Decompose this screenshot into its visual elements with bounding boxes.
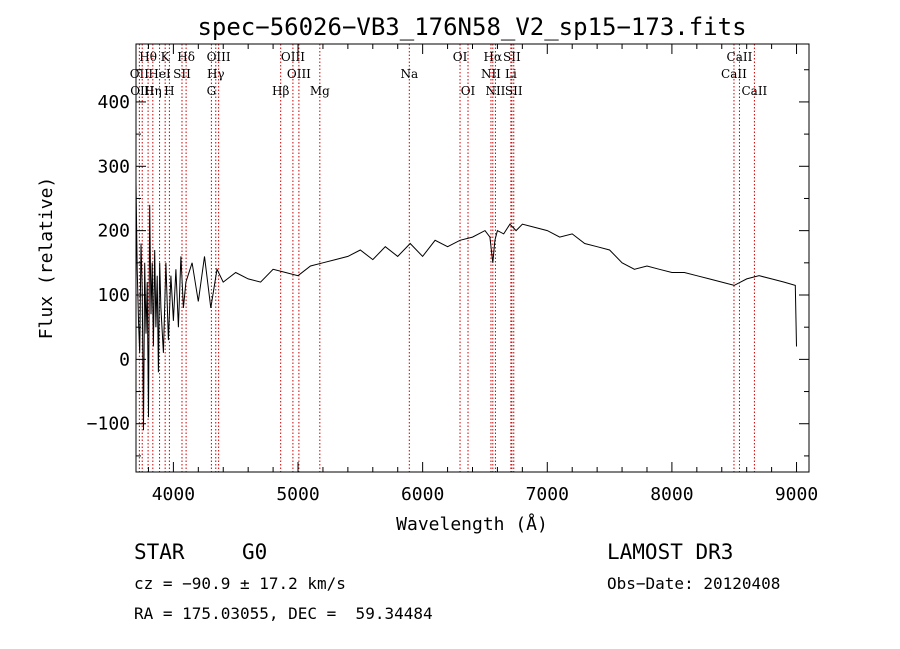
- y-tick-label: 200: [97, 221, 130, 242]
- spectral-line-label: Na: [400, 67, 418, 81]
- x-tick-label: 9000: [775, 484, 818, 505]
- y-tick-label: 400: [97, 92, 130, 113]
- x-tick-label: 8000: [650, 484, 693, 505]
- x-axis-ticks: 4000 5000 6000 7000 8000 9000: [147, 44, 818, 505]
- chart-title: spec−56026−VB3_176N58_V2_sp15−173.fits: [197, 13, 746, 41]
- spectral-line-label: OIII: [287, 67, 311, 81]
- spectral-line-label: OIII: [281, 50, 305, 64]
- coordinates: RA = 175.03055, DEC = 59.34484: [134, 604, 433, 623]
- spectral-line-label: OI: [453, 50, 468, 64]
- spectral-line-label: Hβ: [272, 84, 289, 98]
- flux-line: [135, 182, 797, 431]
- x-tick-label: 4000: [152, 484, 195, 505]
- spectral-line-label: CaII: [741, 84, 767, 98]
- spectral-line-label: NII: [481, 67, 501, 81]
- object-subclass: G0: [242, 540, 268, 564]
- spectral-line-label: Hθ: [139, 50, 157, 64]
- obs-date: Obs−Date: 20120408: [607, 574, 781, 593]
- spectral-line-label: Hγ: [207, 67, 225, 81]
- x-axis-label: Wavelength (Å): [396, 513, 548, 535]
- spectral-line-label: H: [164, 84, 174, 98]
- object-class: STAR: [134, 540, 185, 564]
- spectral-line-label: G: [207, 84, 217, 98]
- y-tick-label: 100: [97, 285, 130, 306]
- spectral-line-label: CaII: [721, 67, 747, 81]
- flux-series: [135, 182, 797, 431]
- spectral-line-label: Hδ: [177, 50, 195, 64]
- spectral-line-label: NII: [485, 84, 505, 98]
- survey-name: LAMOST DR3: [607, 540, 734, 564]
- spectral-line-label: Mg: [310, 84, 330, 98]
- spectral-line-label: Hη: [144, 84, 162, 98]
- spectral-line-label: OII: [130, 67, 150, 81]
- spectral-line-label: OIII: [207, 50, 231, 64]
- y-tick-label: 300: [97, 156, 130, 177]
- spectral-line-label: Hα: [484, 50, 503, 64]
- y-tick-label: 0: [119, 349, 130, 370]
- x-tick-label: 6000: [401, 484, 444, 505]
- spectral-line-label: OI: [461, 84, 476, 98]
- x-tick-label: 7000: [526, 484, 569, 505]
- x-tick-label: 5000: [276, 484, 319, 505]
- spectral-line-label: SII: [503, 50, 521, 64]
- spectral-line-label: HeI: [148, 67, 171, 81]
- redshift-value: cz = −90.9 ± 17.2 km/s: [134, 574, 346, 593]
- plot-frame: [135, 43, 810, 473]
- spectral-line-label: CaII: [727, 50, 753, 64]
- spectral-line-label: K: [161, 50, 171, 64]
- y-tick-label: −100: [87, 414, 130, 435]
- y-axis-label: Flux (relative): [36, 177, 57, 340]
- spectral-line-label: SII: [173, 67, 191, 81]
- spectral-line-label: SII: [505, 84, 523, 98]
- spectral-line-label: Li: [505, 67, 517, 81]
- y-axis-ticks: −100 0 100 200 300 400: [87, 69, 809, 457]
